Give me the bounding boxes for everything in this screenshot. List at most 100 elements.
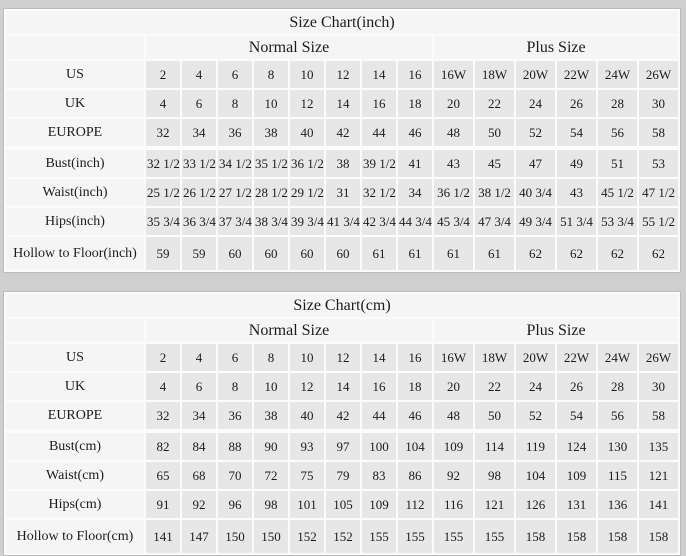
size-value-cell: 62 — [557, 237, 596, 270]
size-value-cell: 114 — [475, 431, 514, 460]
size-value-cell: 43 — [434, 148, 473, 177]
table-row: Bust(inch) 32 1/2 33 1/2 34 1/2 35 1/2 36 1/2… — [6, 148, 679, 177]
size-value-cell: 70 — [218, 462, 252, 489]
size-value-cell: 10 — [254, 373, 288, 400]
row-label: Hips(inch) — [6, 208, 144, 235]
size-value-cell: 155 — [398, 520, 432, 553]
size-value-cell: 20W — [516, 344, 555, 371]
size-value-cell: 12 — [326, 344, 360, 371]
row-label: Hollow to Floor(cm) — [6, 520, 144, 553]
size-value-cell: 61 — [362, 237, 396, 270]
size-value-cell: 49 — [557, 148, 596, 177]
size-value-cell: 26 1/2 — [182, 179, 216, 206]
size-value-cell: 109 — [557, 462, 596, 489]
size-value-cell: 136 — [598, 491, 637, 518]
size-value-cell: 121 — [475, 491, 514, 518]
size-value-cell: 4 — [146, 90, 180, 117]
size-value-cell: 41 — [398, 148, 432, 177]
size-value-cell: 16 — [398, 61, 432, 88]
size-value-cell: 100 — [362, 431, 396, 460]
size-value-cell: 35 3/4 — [146, 208, 180, 235]
group-header-plus-size: Plus Size — [434, 36, 679, 59]
size-value-cell: 115 — [598, 462, 637, 489]
size-value-cell: 36 1/2 — [434, 179, 473, 206]
chart-title-row: Size Chart(inch) — [6, 11, 679, 34]
size-value-cell: 6 — [218, 344, 252, 371]
size-chart-page: Size Chart(inch) Normal Size Plus Size U… — [3, 8, 682, 556]
size-value-cell: 29 1/2 — [290, 179, 324, 206]
size-value-cell: 116 — [434, 491, 473, 518]
size-value-cell: 16 — [362, 90, 396, 117]
size-value-cell: 33 1/2 — [182, 148, 216, 177]
size-value-cell: 61 — [398, 237, 432, 270]
size-value-cell: 28 — [598, 373, 637, 400]
size-value-cell: 2 — [146, 344, 180, 371]
size-value-cell: 44 — [362, 402, 396, 429]
size-value-cell: 49 3/4 — [516, 208, 555, 235]
size-value-cell: 35 1/2 — [254, 148, 288, 177]
size-value-cell: 53 3/4 — [598, 208, 637, 235]
size-value-cell: 47 — [516, 148, 555, 177]
size-value-cell: 24W — [598, 61, 637, 88]
size-value-cell: 155 — [475, 520, 514, 553]
size-value-cell: 86 — [398, 462, 432, 489]
size-value-cell: 32 1/2 — [146, 148, 180, 177]
chart-title: Size Chart(inch) — [6, 11, 679, 34]
size-value-cell: 16W — [434, 61, 473, 88]
size-value-cell: 98 — [254, 491, 288, 518]
chart-title-row: Size Chart(cm) — [6, 294, 679, 317]
size-value-cell: 61 — [434, 237, 473, 270]
size-value-cell: 53 — [639, 148, 679, 177]
size-value-cell: 39 3/4 — [290, 208, 324, 235]
row-label: Bust(cm) — [6, 431, 144, 460]
size-value-cell: 152 — [326, 520, 360, 553]
size-value-cell: 12 — [326, 61, 360, 88]
size-value-cell: 54 — [557, 119, 596, 146]
table-row: EUROPE 32 34 36 38 40 42 44 46 48 50 52 54 56 58 — [6, 119, 679, 146]
size-value-cell: 28 1/2 — [254, 179, 288, 206]
size-value-cell: 92 — [434, 462, 473, 489]
row-label: US — [6, 61, 144, 88]
size-value-cell: 51 — [598, 148, 637, 177]
size-value-cell: 83 — [362, 462, 396, 489]
size-value-cell: 60 — [326, 237, 360, 270]
size-value-cell: 25 1/2 — [146, 179, 180, 206]
size-value-cell: 150 — [254, 520, 288, 553]
size-value-cell: 130 — [598, 431, 637, 460]
size-value-cell: 101 — [290, 491, 324, 518]
size-value-cell: 50 — [475, 119, 514, 146]
size-value-cell: 22 — [475, 90, 514, 117]
size-value-cell: 59 — [182, 237, 216, 270]
chart-title: Size Chart(cm) — [6, 294, 679, 317]
size-value-cell: 158 — [598, 520, 637, 553]
size-value-cell: 6 — [182, 90, 216, 117]
size-value-cell: 20W — [516, 61, 555, 88]
size-value-cell: 18W — [475, 61, 514, 88]
table-row: UK 4 6 8 10 12 14 16 18 20 22 24 26 28 30 — [6, 90, 679, 117]
size-value-cell: 62 — [598, 237, 637, 270]
size-value-cell: 60 — [218, 237, 252, 270]
table-row: Hollow to Floor(cm) 141 147 150 150 152 152 155… — [6, 520, 679, 553]
row-label: EUROPE — [6, 119, 144, 146]
size-value-cell: 47 3/4 — [475, 208, 514, 235]
size-value-cell: 42 3/4 — [362, 208, 396, 235]
size-value-cell: 141 — [146, 520, 180, 553]
corner-cell — [6, 319, 144, 342]
column-group-row: Normal Size Plus Size — [6, 319, 679, 342]
size-value-cell: 2 — [146, 61, 180, 88]
size-value-cell: 32 1/2 — [362, 179, 396, 206]
size-value-cell: 27 1/2 — [218, 179, 252, 206]
table-row: Hollow to Floor(inch) 59 59 60 60 60 60 61 61 61 6… — [6, 237, 679, 270]
size-value-cell: 48 — [434, 119, 473, 146]
size-value-cell: 31 — [326, 179, 360, 206]
size-value-cell: 38 — [254, 402, 288, 429]
size-value-cell: 22 — [475, 373, 514, 400]
size-value-cell: 82 — [146, 431, 180, 460]
size-value-cell: 65 — [146, 462, 180, 489]
row-label: Hips(cm) — [6, 491, 144, 518]
size-value-cell: 46 — [398, 402, 432, 429]
size-value-cell: 55 1/2 — [639, 208, 679, 235]
size-value-cell: 28 — [598, 90, 637, 117]
size-value-cell: 88 — [218, 431, 252, 460]
size-value-cell: 42 — [326, 119, 360, 146]
